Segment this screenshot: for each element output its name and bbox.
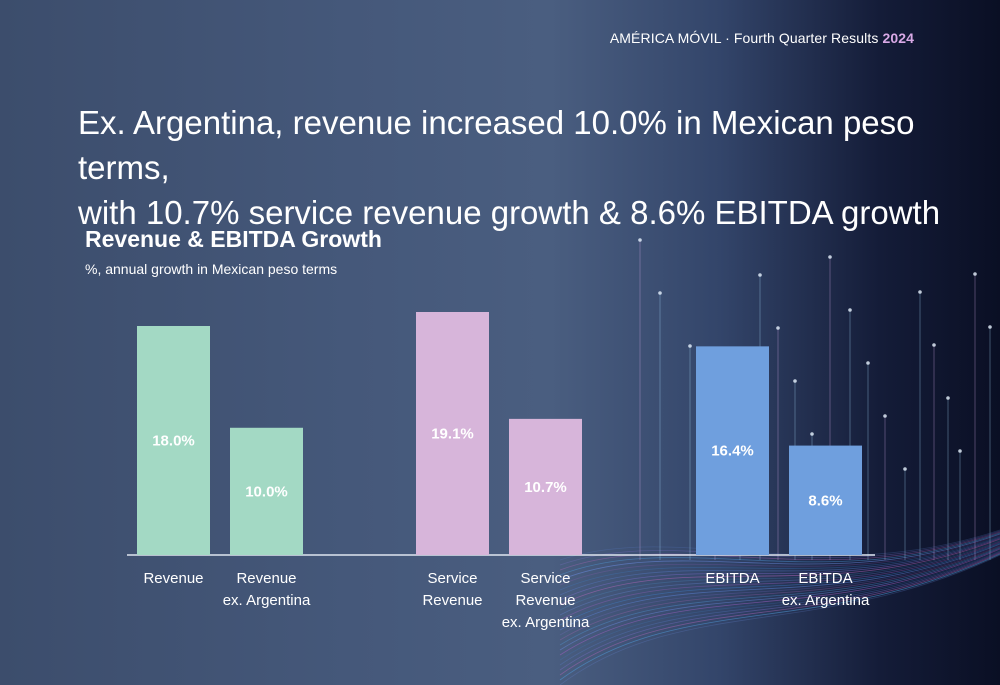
- background-light-dot: [688, 344, 692, 348]
- chart-subtitle: %, annual growth in Mexican peso terms: [85, 261, 338, 277]
- background-light-dot: [903, 467, 907, 471]
- bar-1-0: [416, 312, 489, 555]
- company-name: AMÉRICA MÓVIL: [609, 30, 722, 46]
- headline-line-1: Ex. Argentina, revenue increased 10.0% i…: [78, 104, 915, 186]
- category-label: Service Revenue: [422, 570, 482, 609]
- background-wave-line: [559, 538, 1000, 606]
- background-wave-line: [559, 545, 1000, 641]
- background-light-dot: [758, 273, 762, 277]
- bar-2-1: [789, 445, 862, 555]
- background-light-dot: [793, 379, 797, 383]
- background-wave-line: [559, 550, 1000, 666]
- category-label: Revenue ex. Argentina: [223, 570, 311, 609]
- bar-value-label: 19.1%: [431, 426, 474, 443]
- background-light-dot: [776, 326, 780, 330]
- background-light-dot: [988, 325, 992, 329]
- bar-value-label: 10.0%: [245, 483, 288, 500]
- headline-line-2: with 10.7% service revenue growth & 8.6%…: [78, 194, 941, 231]
- bar-0-0: [137, 325, 210, 555]
- bar-0-1: [230, 427, 303, 555]
- background-light-dot: [973, 272, 977, 276]
- category-label: Revenue: [143, 570, 203, 587]
- background-wave-line: [559, 542, 1000, 626]
- header-separator: ·: [721, 30, 734, 46]
- background-wave-line: [559, 532, 1000, 576]
- background-wave-line: [559, 533, 1000, 581]
- report-year: 2024: [882, 30, 914, 46]
- bar-value-label: 10.7%: [524, 479, 567, 496]
- background-wave-line: [559, 551, 1000, 671]
- background-wave-line: [559, 543, 1000, 631]
- background-wave-line: [559, 552, 1000, 676]
- background-light-dot: [658, 291, 662, 295]
- background-wave-line: [559, 536, 1000, 596]
- background-wave-line: [559, 534, 1000, 586]
- bar-1-1: [509, 418, 582, 555]
- background-wave-line: [559, 531, 1000, 571]
- background-wave-line: [559, 553, 1000, 681]
- background-light-dot: [958, 449, 962, 453]
- bar-value-label: 16.4%: [711, 443, 754, 460]
- category-label: EBITDA ex. Argentina: [782, 570, 870, 609]
- background-light-dot: [828, 255, 832, 259]
- background-wave-line: [559, 540, 1000, 616]
- bar-2-0: [696, 346, 769, 555]
- report-header: AMÉRICA MÓVIL · Fourth Quarter Results 2…: [610, 30, 914, 46]
- background-light-dot: [638, 238, 642, 242]
- background-light-dot: [932, 343, 936, 347]
- background-light-dot: [810, 432, 814, 436]
- background-wave-line: [559, 541, 1000, 621]
- category-label: EBITDA: [705, 570, 759, 587]
- headline: Ex. Argentina, revenue increased 10.0% i…: [78, 100, 978, 235]
- background-wave-line: [559, 546, 1000, 646]
- background-wave-line: [559, 554, 1000, 685]
- background-wave-line: [559, 547, 1000, 651]
- background-light-dot: [946, 396, 950, 400]
- background-light-dot: [848, 308, 852, 312]
- background-light-dot: [883, 414, 887, 418]
- background-wave-line: [559, 544, 1000, 636]
- background-light-dot: [918, 290, 922, 294]
- category-label: Service Revenue ex. Argentina: [502, 570, 590, 631]
- background-wave-line: [559, 535, 1000, 591]
- bar-value-label: 18.0%: [152, 432, 195, 449]
- background-wave-line: [559, 548, 1000, 656]
- chart-title: Revenue & EBITDA Growth: [85, 226, 382, 252]
- bar-value-label: 8.6%: [808, 492, 842, 509]
- report-name: Fourth Quarter Results: [733, 30, 879, 46]
- background-wave-line: [559, 539, 1000, 611]
- background-wave-line: [559, 537, 1000, 601]
- background-wave-line: [559, 549, 1000, 661]
- background-light-dot: [866, 361, 870, 365]
